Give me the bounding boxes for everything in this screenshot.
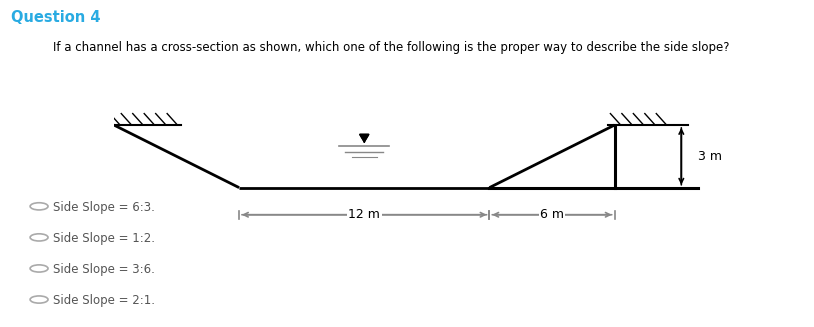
Text: If a channel has a cross-section as shown, which one of the following is the pro: If a channel has a cross-section as show… [53, 41, 729, 54]
Text: 6 m: 6 m [540, 208, 564, 221]
Text: Side Slope = 1:2.: Side Slope = 1:2. [53, 232, 155, 245]
Text: 3 m: 3 m [698, 150, 722, 163]
Text: Side Slope = 6:3.: Side Slope = 6:3. [53, 201, 155, 214]
Polygon shape [360, 134, 369, 142]
Text: Side Slope = 3:6.: Side Slope = 3:6. [53, 263, 155, 276]
Text: Side Slope = 2:1.: Side Slope = 2:1. [53, 294, 155, 307]
Text: Question 4: Question 4 [11, 10, 100, 25]
Text: 12 m: 12 m [348, 208, 380, 221]
